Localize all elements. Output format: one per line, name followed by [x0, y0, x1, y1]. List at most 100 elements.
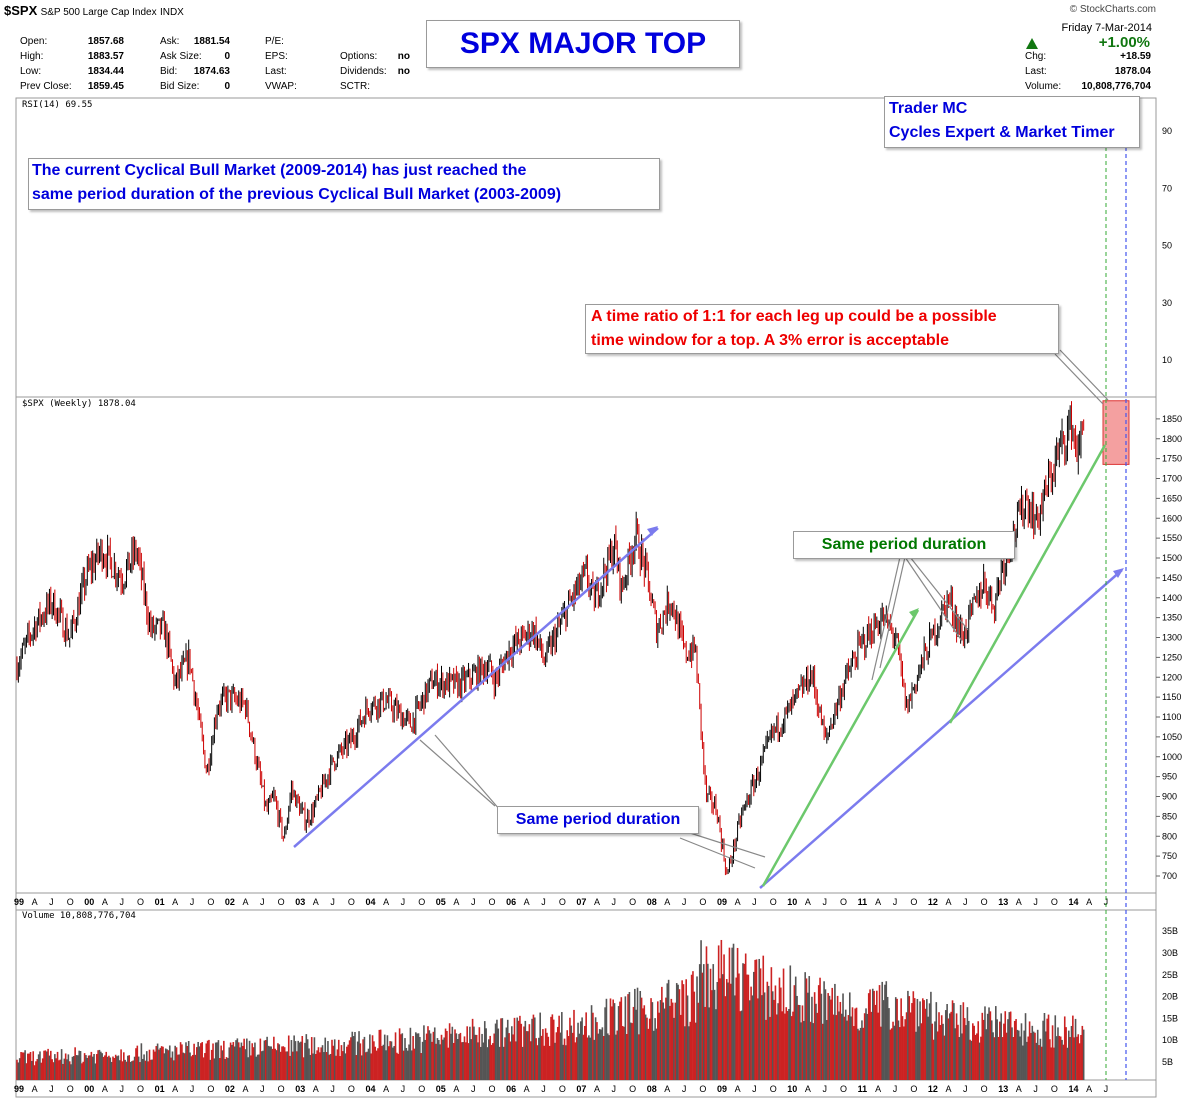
volume-bar — [675, 983, 678, 1080]
volume-bar — [573, 1009, 575, 1080]
volume-bar — [1000, 1013, 1002, 1080]
volume-bar — [578, 1033, 581, 1080]
date-label: 05 — [436, 897, 446, 907]
volume-bar — [173, 1060, 175, 1080]
date-label: 03 — [295, 897, 305, 907]
volume-bar — [855, 1007, 858, 1080]
volume-bar — [928, 1003, 931, 1080]
volume-bar — [36, 1059, 39, 1080]
volume-bar — [993, 1037, 996, 1080]
volume-bar — [150, 1059, 152, 1080]
volume-bar — [135, 1048, 137, 1080]
trendline-arrow-1 — [647, 526, 658, 536]
volume-bar — [374, 1046, 377, 1080]
volume-bar — [747, 974, 750, 1080]
volume-bar — [336, 1049, 339, 1080]
date-label: J — [330, 1084, 335, 1094]
volume-bar — [996, 1019, 998, 1080]
volume-bar — [1050, 1047, 1053, 1080]
volume-bar — [516, 1017, 519, 1080]
date-label: 01 — [155, 1084, 165, 1094]
volume-bar — [748, 1000, 751, 1080]
volume-bar — [596, 1022, 598, 1080]
volume-bar — [239, 1047, 241, 1080]
quote-row: Bid: 1874.63 — [160, 66, 230, 81]
volume-bar — [888, 1008, 890, 1080]
rsi-tick-label: 50 — [1162, 241, 1172, 251]
volume-bar — [565, 1045, 567, 1080]
volume-bar — [939, 1024, 942, 1080]
volume-bar — [513, 1017, 516, 1080]
volume-bar — [770, 967, 773, 1080]
volume-bar — [95, 1054, 98, 1080]
volume-bar — [715, 1009, 717, 1080]
volume-bar — [794, 976, 797, 1080]
quote-label: VWAP: — [265, 81, 297, 92]
volume-bar — [835, 1015, 838, 1080]
volume-bar — [812, 1023, 815, 1080]
volume-bar — [886, 996, 889, 1080]
quote-row: Options: no — [340, 51, 410, 66]
volume-bar — [734, 995, 736, 1080]
cycle-note-line1: The current Cyclical Bull Market (2009-2… — [32, 162, 527, 179]
volume-bar — [175, 1047, 178, 1080]
volume-bar — [592, 1012, 594, 1080]
volume-bar — [194, 1054, 197, 1080]
quote-value: 1878.04 — [1114, 66, 1151, 77]
volume-bar — [191, 1054, 194, 1080]
cycle-note-line2: same period duration of the previous Cyc… — [32, 186, 562, 203]
volume-bar — [999, 1021, 1001, 1080]
volume-bar — [954, 1028, 957, 1080]
volume-bar — [682, 984, 685, 1080]
volume-bar — [285, 1051, 287, 1080]
volume-bar — [947, 1018, 950, 1080]
quote-label: Last: — [1025, 66, 1047, 77]
callout-pointer — [434, 734, 501, 811]
volume-bar — [640, 997, 643, 1080]
volume-bar — [105, 1051, 108, 1080]
volume-bar — [878, 985, 881, 1080]
volume-bar — [371, 1035, 374, 1080]
volume-bar — [744, 953, 747, 1080]
volume-bar — [781, 1011, 783, 1080]
volume-bar — [25, 1063, 28, 1080]
volume-bar — [953, 1003, 955, 1080]
volume-bar — [881, 981, 884, 1080]
date-label: A — [172, 897, 178, 907]
volume-bar — [832, 1014, 835, 1080]
price-tick-label: 1400 — [1162, 593, 1182, 603]
volume-bar — [571, 1032, 574, 1080]
volume-bar — [393, 1046, 395, 1080]
quote-label: EPS: — [265, 51, 288, 62]
volume-bar — [704, 1006, 706, 1080]
volume-bar — [905, 1012, 908, 1080]
volume-bar — [659, 1000, 662, 1080]
date-label: 13 — [998, 897, 1008, 907]
volume-bar — [1053, 1047, 1055, 1080]
volume-bar — [236, 1038, 239, 1080]
date-label: 11 — [858, 1084, 868, 1094]
volume-bar — [86, 1057, 89, 1080]
date-label: O — [910, 1084, 917, 1094]
volume-bar — [305, 1034, 308, 1080]
volume-bar — [669, 1005, 671, 1080]
volume-bar — [423, 1025, 425, 1080]
volume-bar — [613, 1003, 616, 1080]
quote-row: VWAP: — [265, 81, 305, 96]
volume-tick-label: 30B — [1162, 948, 1178, 958]
volume-bar — [466, 1026, 468, 1080]
volume-bar — [1022, 1045, 1024, 1080]
time-ratio-box: A time ratio of 1:1 for each leg up coul… — [585, 304, 1059, 354]
volume-bar — [957, 1024, 959, 1080]
quote-row: Bid Size: 0 — [160, 81, 230, 96]
quote-label: Ask: — [160, 36, 180, 47]
volume-bar — [360, 1055, 363, 1080]
volume-bar — [985, 1029, 988, 1080]
price-tick-label: 1300 — [1162, 633, 1182, 643]
date-label: 14 — [1069, 897, 1079, 907]
volume-bar — [1011, 1027, 1013, 1080]
volume-bar — [1026, 1041, 1028, 1080]
volume-bar — [1051, 1025, 1054, 1080]
volume-bar — [298, 1042, 301, 1080]
volume-bar — [1066, 1047, 1069, 1080]
